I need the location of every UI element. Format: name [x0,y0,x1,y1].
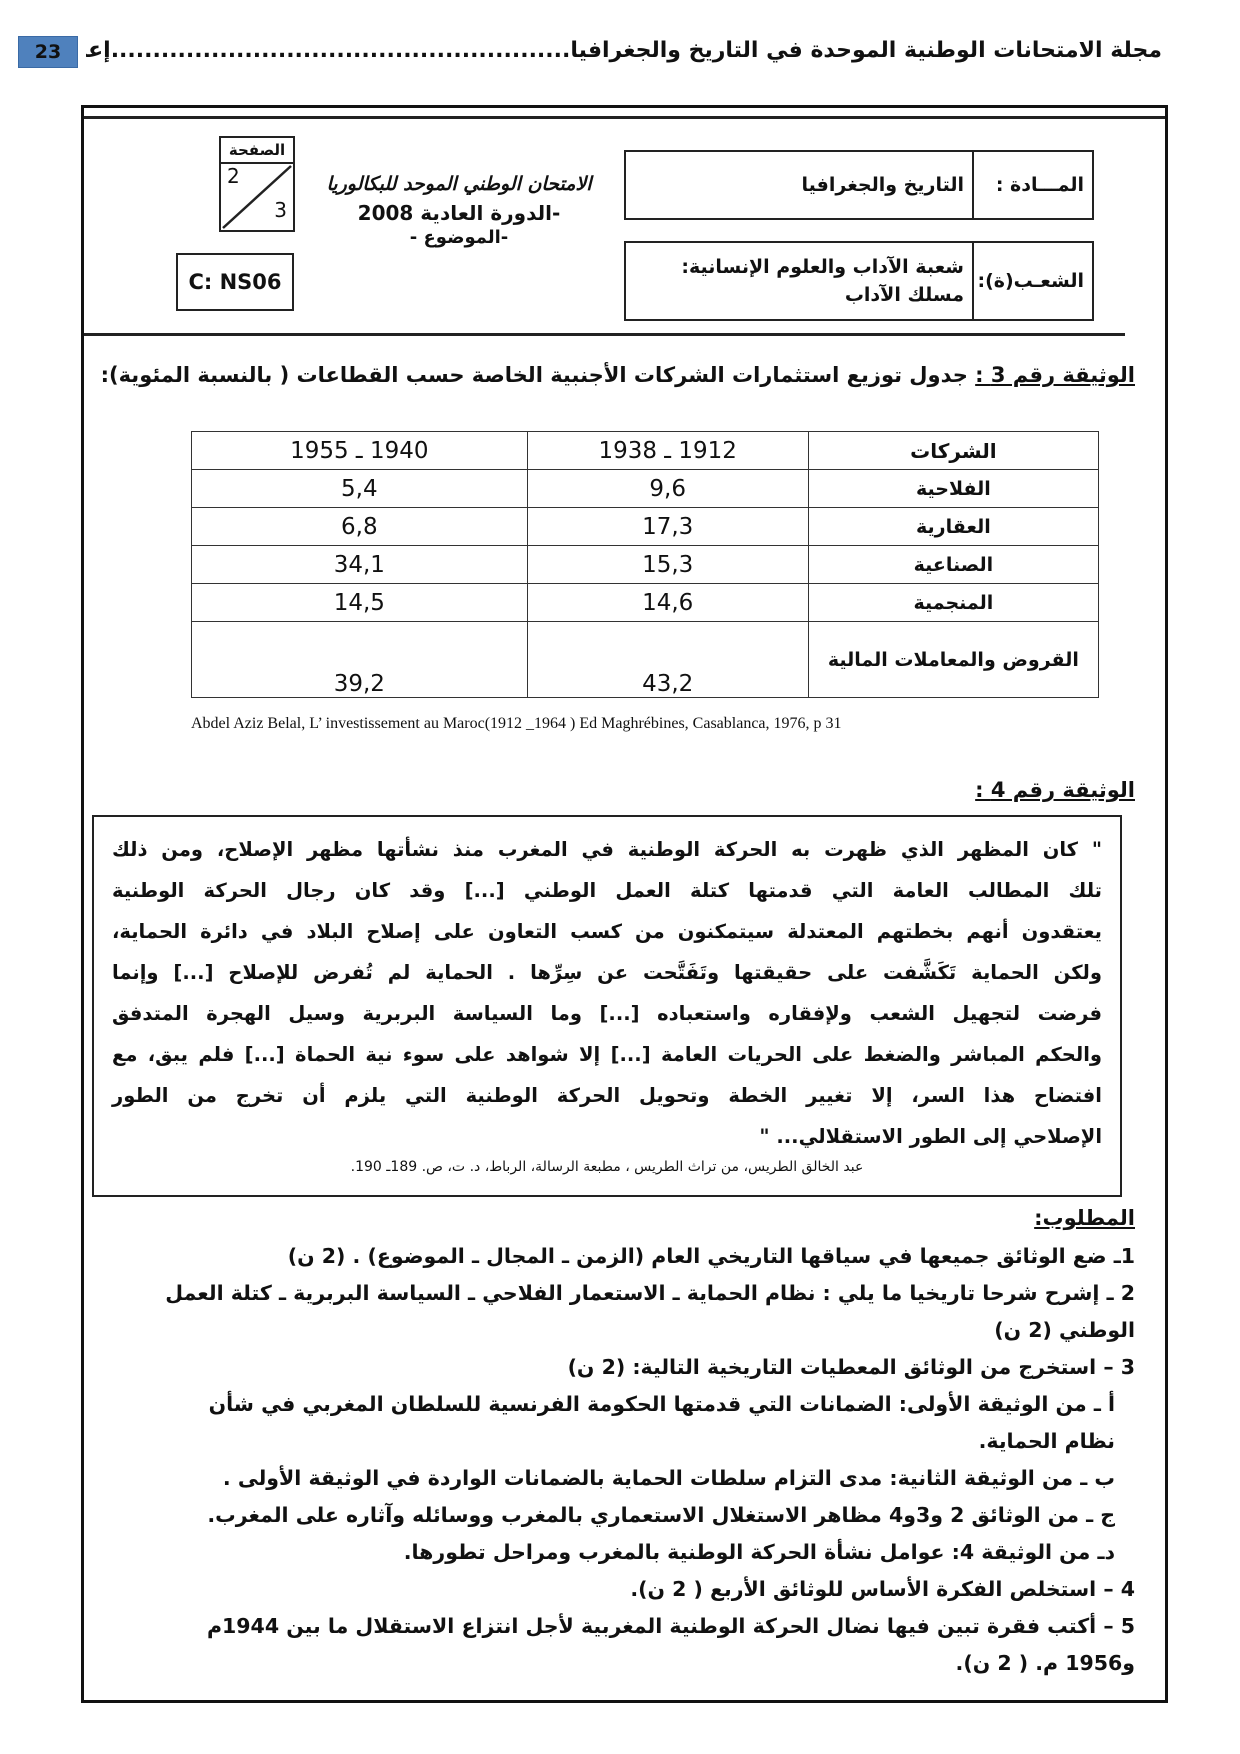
task-3b: ب ـ من الوثيقة الثانية: مدى التزام سلطات… [222,1466,1115,1490]
quote-line: فرضت لتجهيل الشعب ولإفقاره واستعباده [..… [112,1002,1102,1025]
task-5: 5 – أكتب فقرة تبين فيها نضال الحركة الوط… [207,1614,1135,1675]
page-number-badge: 23 [18,36,78,68]
sector-cell: الصناعية [807,545,1100,584]
page-label: الصفحة [221,138,293,164]
subject-value: التاريخ والجغرافيا [801,174,964,196]
quote-line: " كان المظهر الذي ظهرت به الحركة الوطنية… [112,838,1102,861]
exam-title-block: الامتحان الوطني الموحد للبكالوريا -الدور… [314,173,604,248]
subject-label: المـــادة : [972,152,1092,218]
page-total: 3 [274,198,287,222]
value-cell: 43,2 [526,621,809,698]
quote-line: افتضاح هذا السر، إلا تغيير الخطة وتحويل … [112,1084,1102,1107]
sector-cell: الفلاحية [807,469,1100,508]
quote-line: يعتقدون أنهم بخطتهم المعتدلة سيتمكنون من… [112,920,1102,943]
page-slash-icon [222,165,292,229]
task-1: 1ـ ضع الوثائق جميعها في سياقها التاريخي … [287,1244,1135,1268]
task-2: 2 ـ إشرح شرحا تاريخيا ما يلي : نظام الحم… [165,1281,1135,1342]
table-row: الفلاحية 9,6 5,4 [191,469,1100,508]
page-box: الصفحة 2 3 [219,136,295,232]
task-3d: دـ من الوثيقة 4: عوامل نشأة الحركة الوطن… [403,1540,1115,1564]
doc3-table: الشركات 1912 ـ 1938 1940 ـ 1955 الفلاحية… [191,431,1100,698]
doc3-title: جدول توزيع استثمارات الشركات الأجنبية ال… [100,363,968,387]
page-current: 2 [227,164,240,188]
quote-line: الإصلاحي إلى الطور الاستقلالي... " [759,1125,1102,1148]
exam-subject-line: -الموضوع - [409,227,509,248]
table-row: الصناعية 15,3 34,1 [191,545,1100,584]
value-cell: 6,8 [191,507,528,546]
doc4-source: عبد الخالق الطريس، من تراث الطريس ، مطبع… [350,1159,864,1175]
branch-value: شعبة الآداب والعلوم الإنسانية: مسلك الآد… [681,256,964,306]
value-cell: 5,4 [191,469,528,508]
running-header: مجلة الامتحانات الوطنية الموحدة في التار… [86,38,1162,63]
sector-cell: العقارية [807,507,1100,546]
exam-session: -الدورة العادية 2008 [357,201,561,225]
subject-box: المـــادة : التاريخ والجغرافيا [624,150,1094,220]
header-period-2: 1940 ـ 1955 [191,431,528,470]
doc4-label: الوثيقة رقم 4 : [975,778,1135,802]
quote-line: والحكم المباشر والضغط على الحريات العامة… [112,1043,1102,1066]
doc3-heading: الوثيقة رقم 3 : جدول توزيع استثمارات الش… [94,363,1135,387]
sector-cell: القروض والمعاملات المالية [807,621,1100,698]
task-3a: أ ـ من الوثيقة الأولى: الضمانات التي قدم… [208,1392,1115,1453]
exam-code: C: NS06 [176,253,294,311]
exam-frame: الصفحة 2 3 C: NS06 الامتحان الوطني الموح… [81,105,1168,1703]
value-cell: 9,6 [526,469,809,508]
value-cell: 34,1 [191,545,528,584]
tasks-label: المطلوب: [1034,1206,1135,1230]
value-cell: 17,3 [526,507,809,546]
table-header-row: الشركات 1912 ـ 1938 1940 ـ 1955 [191,431,1100,470]
quote-line: ولكن الحماية تَكَشَّفت على حقيقتها وتَفَ… [112,961,1102,984]
task-3: 3 – استخرج من الوثائق المعطيات التاريخية… [567,1355,1135,1379]
task-4: 4 – استخلص الفكرة الأساس للوثائق الأربع … [630,1577,1135,1601]
exam-title: الامتحان الوطني الموحد للبكالوريا [326,173,592,195]
doc3-source: Abdel Aziz Belal, L’ investissement au M… [191,715,842,732]
value-cell: 39,2 [191,621,528,698]
doc3-table-wrap: الشركات 1912 ـ 1938 1940 ـ 1955 الفلاحية… [191,431,1100,698]
branch-label: الشعـب(ة): [972,243,1092,319]
quote-line: تلك المطالب العامة التي قدمتها كتلة العم… [112,879,1102,902]
doc3-label: الوثيقة رقم 3 : [975,363,1135,387]
task-3c: ج ـ من الوثائق 2 و3و4 مظاهر الاستغلال ال… [207,1503,1115,1527]
value-cell: 14,5 [191,583,528,622]
table-row: القروض والمعاملات المالية 43,2 39,2 [191,621,1100,698]
tasks-list: 1ـ ضع الوثائق جميعها في سياقها التاريخي … [92,1238,1135,1682]
header-period-1: 1912 ـ 1938 [526,431,809,470]
doc4-quote-box: " كان المظهر الذي ظهرت به الحركة الوطنية… [92,815,1122,1197]
branch-box: الشعـب(ة): شعبة الآداب والعلوم الإنسانية… [624,241,1094,321]
header-bottom-rule [84,333,1125,336]
header-companies: الشركات [807,431,1100,470]
value-cell: 15,3 [526,545,809,584]
value-cell: 14,6 [526,583,809,622]
table-row: المنجمية 14,6 14,5 [191,583,1100,622]
top-rule [84,116,1165,119]
sector-cell: المنجمية [807,583,1100,622]
table-row: العقارية 17,3 6,8 [191,507,1100,546]
